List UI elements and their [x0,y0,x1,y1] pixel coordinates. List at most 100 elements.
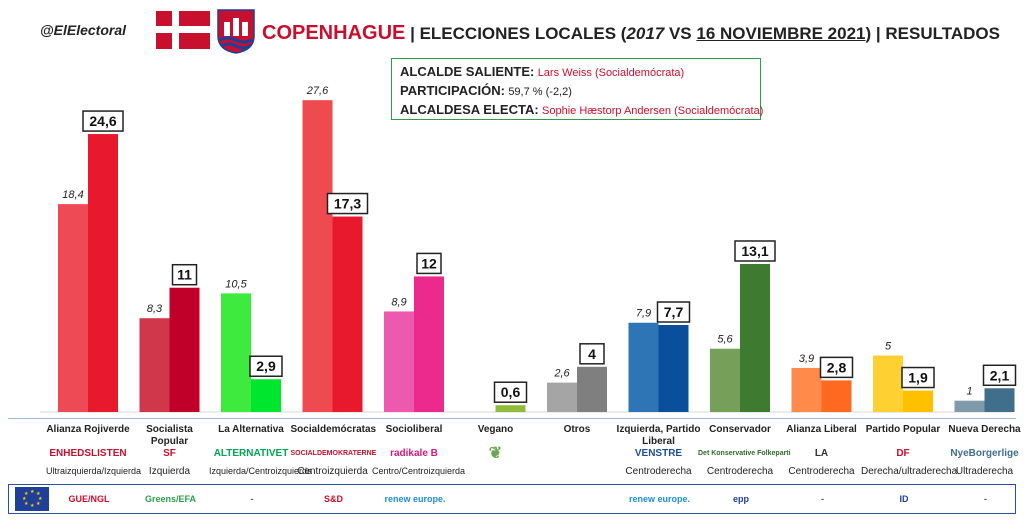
eu-group-icon: Greens/EFA [144,494,197,504]
label-2021-box [326,192,369,215]
outgoing-value: Lars Weiss (Socialdemócrata) [537,67,685,79]
results-chart: 18,4 24,6 8,3 11 10,5 2,9 27,6 17,3 8,9 12 0,6 2,6 4… [40,85,1017,413]
title-date: 16 NOVIEMBRE 2021 [696,24,866,43]
label-2021-box [819,356,854,379]
party-ideology: Derecha/ultraderecha [861,466,958,477]
party-logo-icon: ENHEDSLISTEN [49,448,127,459]
party-ideology: Izquierda/Centroizquierda [209,466,313,476]
label-2017: 3,9 [799,353,814,365]
bar-2021 [984,388,1015,412]
party-name: Otros [563,424,591,435]
party-name: Alianza Rojiverde [46,424,130,435]
bar-2021 [169,287,200,412]
party-name: Socialdemócratas [290,424,377,435]
eu-groups-row: ★ ★ ★ ★ ★ ★ ★ ★ GUE/NGL Greens/EFA - S&D renew euro… [8,484,1016,514]
label-2017: 5,6 [717,334,733,346]
bar-2021 [495,405,526,412]
handle: @ElElectoral [40,22,127,38]
bar-2021 [821,380,852,412]
eu-group-icon: renew europe. [384,494,446,504]
party-logo-icon: SF [163,448,176,459]
party-logo-icon: ALTERNATIVET [213,448,289,459]
label-2021-box [656,301,691,323]
label-2021: 7,7 [664,304,684,320]
party-logo-icon: DF [896,448,910,459]
outgoing-label: ALCALDE SALIENTE: [400,64,535,79]
bar-2017 [628,322,659,412]
bar-2017 [954,400,985,412]
baseline-divider [8,418,1016,419]
title-post: ) | RESULTADOS [865,24,1000,43]
label-2021-box [493,381,528,403]
bar-2021 [577,366,607,412]
label-2017: 8,9 [391,296,406,308]
info-outgoing: ALCALDE SALIENTE: Lars Weiss (Socialdemó… [400,63,752,82]
label-2017: 10,5 [225,278,247,290]
party-name: Partido Popular [865,424,941,435]
bar-2021 [658,325,689,412]
party-logo-icon: LA [814,448,829,459]
party-name: Socioliberal [385,424,443,435]
bar-2017 [710,348,740,412]
page-title: COPENHAGUE | ELECCIONES LOCALES (2017 VS… [262,22,1000,45]
bar-2017 [58,204,88,412]
info-box: ALCALDE SALIENTE: Lars Weiss (Socialdemó… [391,58,763,120]
bar-2017 [547,382,577,412]
party-name: Socialista Popular [146,424,193,447]
copenhagen-crest-icon [217,9,255,54]
title-vs: VS [664,24,697,43]
label-2017: 8,3 [147,303,163,315]
party-name: Nueva Derecha [948,424,1021,435]
bar-2017 [791,367,822,412]
label-2017: 2,6 [553,368,570,380]
bar-2017 [302,100,333,412]
label-2017: 1 [966,386,972,398]
party-name: Vegano [477,424,514,435]
party-logo-icon: radikale B [390,448,438,459]
party-logo-icon: Det Konservative Folkeparti [698,450,791,457]
label-2021: 2,1 [990,367,1010,383]
eu-group-icon: GUE/NGL [68,494,110,504]
label-2021-box [579,343,605,365]
party-name: Alianza Liberal [786,424,857,435]
title-year: 2017 [626,24,665,43]
eu-group-icon: renew europe. [628,494,691,504]
eu-group-icon: epp [732,494,749,504]
party-ideology: Centroderecha [706,466,774,477]
label-2021-box [416,252,442,275]
denmark-flag-icon [156,11,210,49]
turnout-label: PARTICIPACIÓN: [400,83,505,98]
eu-flag-icon: ★ ★ ★ ★ ★ ★ ★ ★ [15,487,49,511]
party-ideology: Ultraderecha [955,466,1014,477]
label-2021: 12 [421,255,437,271]
party-logo-icon: SOCIALDEMOKRATERNE [290,450,377,457]
eu-group-icon: - [821,494,824,504]
label-2021-box [171,263,198,286]
label-2021-box [82,110,124,132]
bar-2021 [740,263,770,412]
label-2021-box [901,366,935,389]
label-2021: 13,1 [741,243,768,259]
eu-group-icon: - [984,494,987,504]
turnout-value: 59,7 % (-2,2) [508,86,572,98]
party-name: Conservador [709,424,771,435]
label-2021: 2,9 [256,358,276,374]
party-logo-icon: VENSTRE [634,448,683,459]
label-2021: 0,6 [501,384,521,400]
party-ideology: Centro/Centroizquierda [372,466,466,476]
bar-2021 [88,134,118,412]
label-2021: 11 [177,267,192,283]
info-elected: ALCALDESA ELECTA: Sophie Hæstorp Anderse… [400,101,763,120]
label-2017: 5 [885,341,892,353]
bar-2021 [414,276,444,412]
party-name: Izquierda, Partido Liberal [616,424,701,447]
label-2021: 1,9 [908,370,928,386]
elected-label: ALCALDESA ELECTA: [400,102,539,117]
party-logo-icon: NyeBorgerlige [950,448,1019,459]
label-2017: 18,4 [62,189,83,201]
eu-group-icon: ID [899,494,909,504]
label-2021: 24,6 [89,113,116,129]
bar-2017 [221,293,251,412]
party-ideology: Centroderecha [788,466,855,477]
info-turnout: PARTICIPACIÓN: 59,7 % (-2,2) [400,82,752,101]
